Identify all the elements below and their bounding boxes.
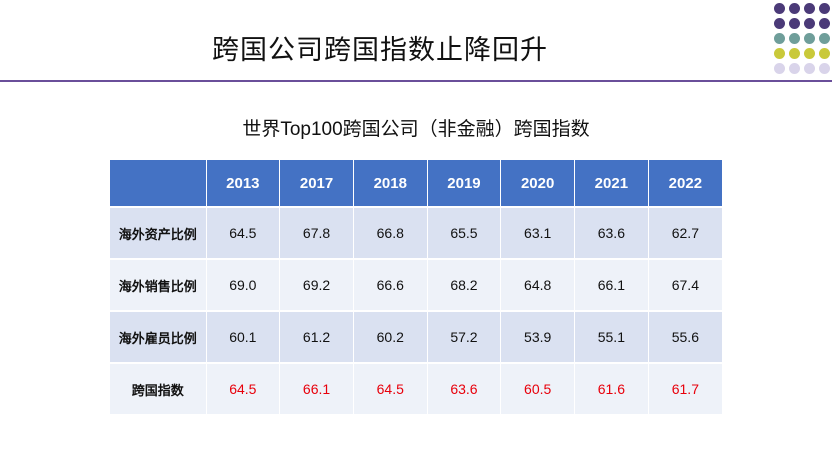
decorative-dot [789, 63, 800, 74]
transnationality-table: 2013 2017 2018 2019 2020 2021 2022 海外资产比… [110, 160, 722, 414]
table-cell: 64.8 [500, 258, 576, 311]
decorative-dot [789, 33, 800, 44]
table-cell: 67.8 [279, 206, 354, 259]
row-label: 海外雇员比例 [110, 310, 207, 363]
table-row-index: 跨国指数 64.5 66.1 64.5 63.6 60.5 61.6 61.7 [110, 362, 722, 414]
table-cell: 68.2 [427, 258, 502, 311]
index-cell: 61.6 [574, 362, 649, 414]
table-cell: 53.9 [500, 310, 576, 363]
table-title: 世界Top100跨国公司（非金融）跨国指数 [242, 119, 590, 140]
table-cell: 69.2 [279, 258, 354, 311]
table-cell: 55.1 [574, 310, 649, 363]
decorative-dot [774, 33, 785, 44]
decorative-dot [774, 48, 785, 59]
index-cell: 60.5 [500, 362, 576, 414]
table-cell: 63.6 [574, 206, 649, 259]
table-cell: 66.1 [574, 258, 649, 311]
decorative-dot [819, 18, 830, 29]
table-cell: 64.5 [206, 206, 281, 259]
index-cell: 66.1 [279, 362, 354, 414]
index-cell: 63.6 [427, 362, 502, 414]
header-year: 2021 [574, 160, 649, 207]
decorative-dot [789, 3, 800, 14]
table-cell: 55.6 [648, 310, 722, 363]
decorative-dot [819, 63, 830, 74]
table-row: 海外资产比例 64.5 67.8 66.8 65.5 63.1 63.6 62.… [110, 206, 722, 259]
table-cell: 60.2 [353, 310, 428, 363]
row-label: 海外资产比例 [110, 206, 207, 259]
decorative-dot [819, 3, 830, 14]
table-cell: 67.4 [648, 258, 722, 311]
table-header-row: 2013 2017 2018 2019 2020 2021 2022 [110, 160, 722, 207]
row-label: 海外销售比例 [110, 258, 207, 311]
header-year: 2013 [206, 160, 281, 207]
index-cell: 64.5 [353, 362, 428, 414]
row-label: 跨国指数 [110, 362, 207, 414]
decorative-dot [819, 33, 830, 44]
header-year: 2019 [427, 160, 502, 207]
decorative-dot [804, 63, 815, 74]
table-cell: 65.5 [427, 206, 502, 259]
table-cell: 61.2 [279, 310, 354, 363]
index-cell: 61.7 [648, 362, 722, 414]
decorative-dot [774, 63, 785, 74]
decorative-dot [789, 48, 800, 59]
decorative-dot [774, 18, 785, 29]
table-row: 海外雇员比例 60.1 61.2 60.2 57.2 53.9 55.1 55.… [110, 310, 722, 363]
header-corner [110, 160, 207, 207]
decorative-dot [804, 3, 815, 14]
decorative-dot [804, 33, 815, 44]
table-cell: 63.1 [500, 206, 576, 259]
decorative-dot [789, 18, 800, 29]
decorative-dot [804, 48, 815, 59]
table-row: 海外销售比例 69.0 69.2 66.6 68.2 64.8 66.1 67.… [110, 258, 722, 311]
table-cell: 66.8 [353, 206, 428, 259]
index-cell: 64.5 [206, 362, 281, 414]
table-cell: 66.6 [353, 258, 428, 311]
table-cell: 62.7 [648, 206, 722, 259]
table-cell: 69.0 [206, 258, 281, 311]
table-cell: 57.2 [427, 310, 502, 363]
header-year: 2022 [648, 160, 722, 207]
slide-title: 跨国公司跨国指数止降回升 [212, 35, 548, 65]
title-divider [0, 80, 832, 82]
decorative-dots [774, 3, 832, 77]
decorative-dot [819, 48, 830, 59]
table-cell: 60.1 [206, 310, 281, 363]
decorative-dot [774, 3, 785, 14]
header-year: 2018 [353, 160, 428, 207]
header-year: 2020 [500, 160, 576, 207]
decorative-dot [804, 18, 815, 29]
header-year: 2017 [279, 160, 354, 207]
